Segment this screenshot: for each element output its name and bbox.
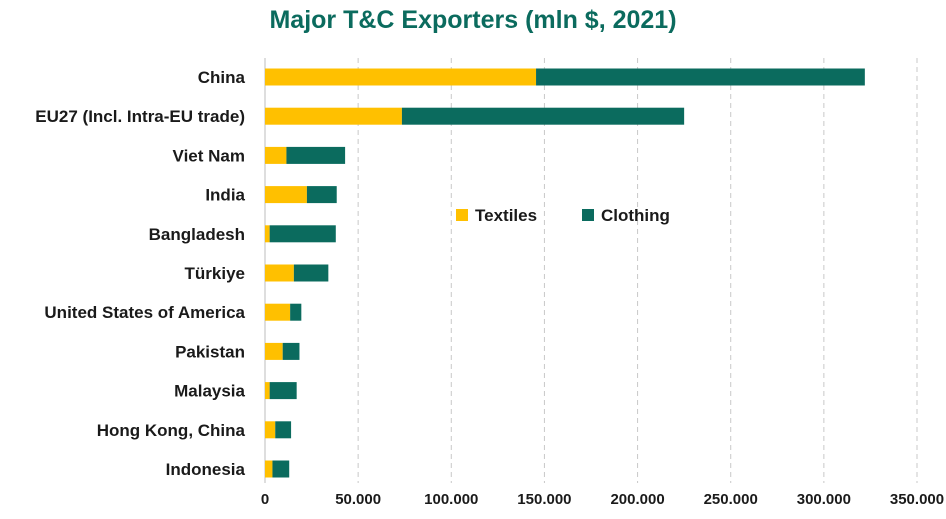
category-label: Pakistan [175, 342, 245, 361]
category-label: Türkiye [185, 264, 245, 283]
chart-title: Major T&C Exporters (mln $, 2021) [269, 6, 677, 34]
bar-textiles [265, 264, 294, 282]
bar-clothing [286, 146, 346, 164]
x-tick-label: 250.000 [704, 491, 758, 508]
bar-textiles [265, 421, 276, 439]
x-tick-label: 200.000 [610, 491, 664, 508]
bar-clothing [536, 68, 865, 86]
x-tick-label: 50.000 [335, 491, 381, 508]
bar-clothing [293, 264, 329, 282]
category-label: Malaysia [174, 382, 245, 401]
bar-textiles [265, 382, 270, 400]
bar-clothing [269, 225, 336, 243]
x-tick-label: 100.000 [424, 491, 478, 508]
bar-clothing [282, 342, 300, 360]
bar-clothing [272, 460, 290, 478]
legend-label-textiles: Textiles [475, 206, 537, 225]
legend-swatch-textiles [456, 209, 468, 221]
x-tick-label: 350.000 [890, 491, 944, 508]
legend-label-clothing: Clothing [601, 206, 670, 225]
bar-textiles [265, 225, 270, 243]
legend-swatch-clothing [582, 209, 594, 221]
x-tick-label: 150.000 [517, 491, 571, 508]
x-tick-label: 0 [261, 491, 269, 508]
category-label: United States of America [44, 303, 245, 322]
x-tick-label: 300.000 [797, 491, 851, 508]
bar-textiles [265, 107, 402, 125]
bar-clothing [401, 107, 685, 125]
category-label: India [205, 186, 245, 205]
category-label: Viet Nam [173, 146, 245, 165]
bar-clothing [275, 421, 292, 439]
bar-textiles [265, 186, 307, 204]
bar-textiles [265, 68, 537, 86]
bar-clothing [306, 186, 337, 204]
bar-clothing [269, 382, 297, 400]
bar-textiles [265, 146, 287, 164]
bar-clothing [290, 303, 302, 321]
bar-textiles [265, 303, 291, 321]
category-label: Bangladesh [149, 225, 245, 244]
category-label: Indonesia [166, 460, 246, 479]
bar-textiles [265, 460, 273, 478]
category-label: Hong Kong, China [97, 421, 246, 440]
category-label: China [198, 68, 246, 87]
bar-textiles [265, 342, 283, 360]
category-label: EU27 (Incl. Intra-EU trade) [35, 107, 245, 126]
